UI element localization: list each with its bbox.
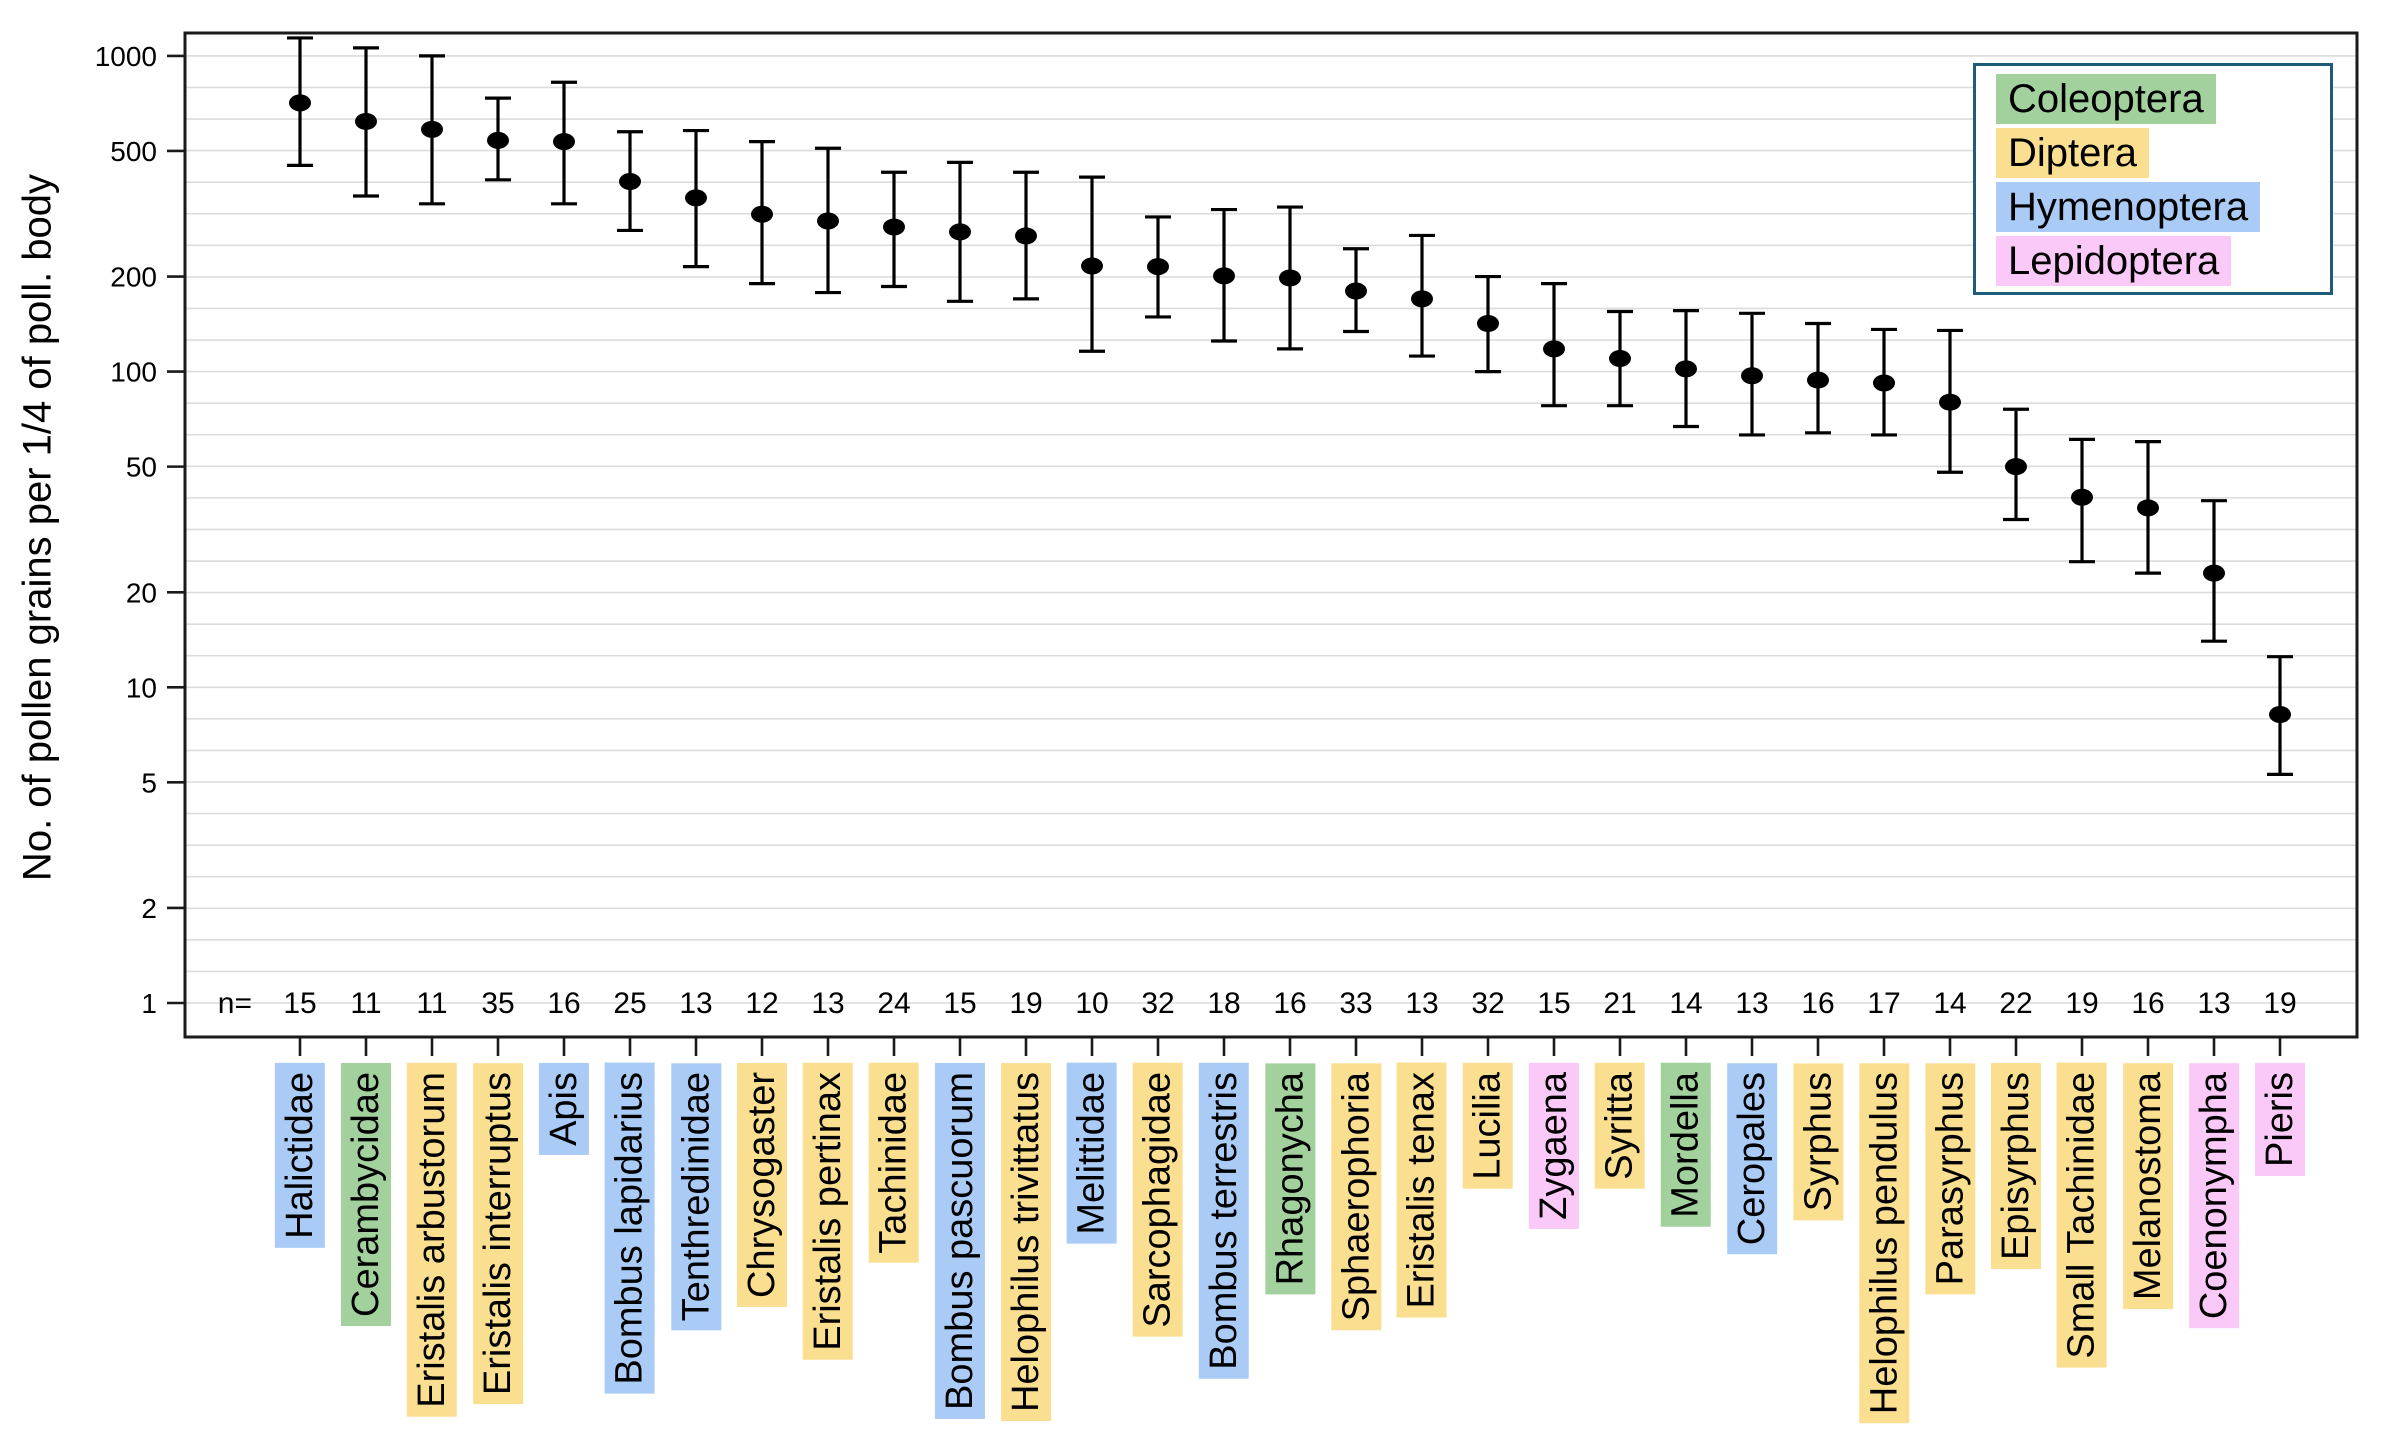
data-point — [1015, 227, 1037, 245]
data-point — [1543, 340, 1565, 358]
y-tick-label: 200 — [110, 262, 157, 293]
data-point — [817, 212, 839, 230]
n-value: 11 — [350, 987, 381, 1020]
legend-entry-lepidoptera: Lepidoptera — [1996, 236, 2232, 286]
data-point — [1081, 257, 1103, 275]
legend: Coleoptera Diptera Hymenoptera Lepidoptera — [1973, 63, 2333, 295]
data-point — [1411, 290, 1433, 308]
n-value: 32 — [1141, 987, 1174, 1020]
y-axis-title: No. of pollen grains per 1/4 of poll. bo… — [15, 173, 60, 882]
data-point — [685, 189, 707, 207]
n-value: 14 — [1669, 987, 1702, 1020]
n-value: 13 — [679, 987, 712, 1020]
n-value: 15 — [283, 987, 316, 1020]
data-point — [1147, 258, 1169, 276]
legend-entry-coleoptera: Coleoptera — [1996, 74, 2216, 124]
n-value: 15 — [1537, 987, 1570, 1020]
n-value: 18 — [1207, 987, 1240, 1020]
n-value: 33 — [1339, 987, 1372, 1020]
data-point — [1873, 374, 1895, 392]
data-point — [2203, 564, 2225, 582]
data-point — [421, 120, 443, 138]
n-value: 13 — [2197, 987, 2230, 1020]
n-value: 16 — [547, 987, 580, 1020]
y-tick-label: 10 — [126, 672, 157, 703]
n-row-prefix: n= — [218, 987, 252, 1020]
data-point — [2071, 488, 2093, 506]
y-tick-label: 50 — [126, 452, 157, 483]
legend-entry-diptera: Diptera — [1996, 128, 2149, 178]
n-value: 13 — [1735, 987, 1768, 1020]
n-value: 19 — [2263, 987, 2296, 1020]
data-point — [2269, 706, 2291, 724]
data-point — [2005, 458, 2027, 476]
n-value: 19 — [2065, 987, 2098, 1020]
n-value: 11 — [416, 987, 447, 1020]
n-value: 13 — [811, 987, 844, 1020]
n-value: 22 — [1999, 987, 2032, 1020]
data-point — [1939, 393, 1961, 411]
n-value: 16 — [2131, 987, 2164, 1020]
n-value: 16 — [1801, 987, 1834, 1020]
data-point — [1675, 360, 1697, 378]
n-value: 16 — [1273, 987, 1306, 1020]
data-point — [619, 173, 641, 191]
data-point — [949, 223, 971, 241]
data-point — [487, 131, 509, 149]
data-point — [1807, 371, 1829, 389]
data-point — [751, 205, 773, 223]
data-point — [1345, 282, 1367, 300]
data-point — [355, 112, 377, 130]
y-tick-label: 5 — [141, 767, 157, 798]
data-point — [1213, 267, 1235, 285]
y-tick-label: 500 — [110, 136, 157, 167]
n-value: 10 — [1075, 987, 1108, 1020]
n-value: 24 — [877, 987, 910, 1020]
n-value: 35 — [481, 987, 514, 1020]
n-value: 19 — [1009, 987, 1042, 1020]
legend-row: Hymenoptera — [1996, 182, 2330, 236]
data-point — [1477, 315, 1499, 333]
n-value: 12 — [745, 987, 778, 1020]
n-value: 32 — [1471, 987, 1504, 1020]
y-tick-label: 2 — [141, 893, 157, 924]
y-tick-label: 1 — [141, 988, 157, 1019]
plot-frame — [183, 31, 2359, 1039]
data-point — [1279, 269, 1301, 287]
n-value: 14 — [1933, 987, 1966, 1020]
n-value: 13 — [1405, 987, 1438, 1020]
n-value: 25 — [613, 987, 646, 1020]
data-point — [289, 94, 311, 112]
y-tick-label: 1000 — [95, 41, 157, 72]
legend-row: Diptera — [1996, 128, 2330, 182]
y-tick-label: 100 — [110, 357, 157, 388]
n-value: 21 — [1603, 987, 1636, 1020]
data-point — [1609, 350, 1631, 368]
n-value: 17 — [1867, 987, 1900, 1020]
legend-row: Lepidoptera — [1996, 236, 2330, 290]
data-point — [883, 218, 905, 236]
legend-row: Coleoptera — [1996, 74, 2330, 128]
y-tick-label: 20 — [126, 577, 157, 608]
legend-entry-hymenoptera: Hymenoptera — [1996, 182, 2261, 232]
data-point — [1741, 367, 1763, 385]
data-point — [2137, 499, 2159, 517]
n-value: 15 — [943, 987, 976, 1020]
data-point — [553, 133, 575, 151]
